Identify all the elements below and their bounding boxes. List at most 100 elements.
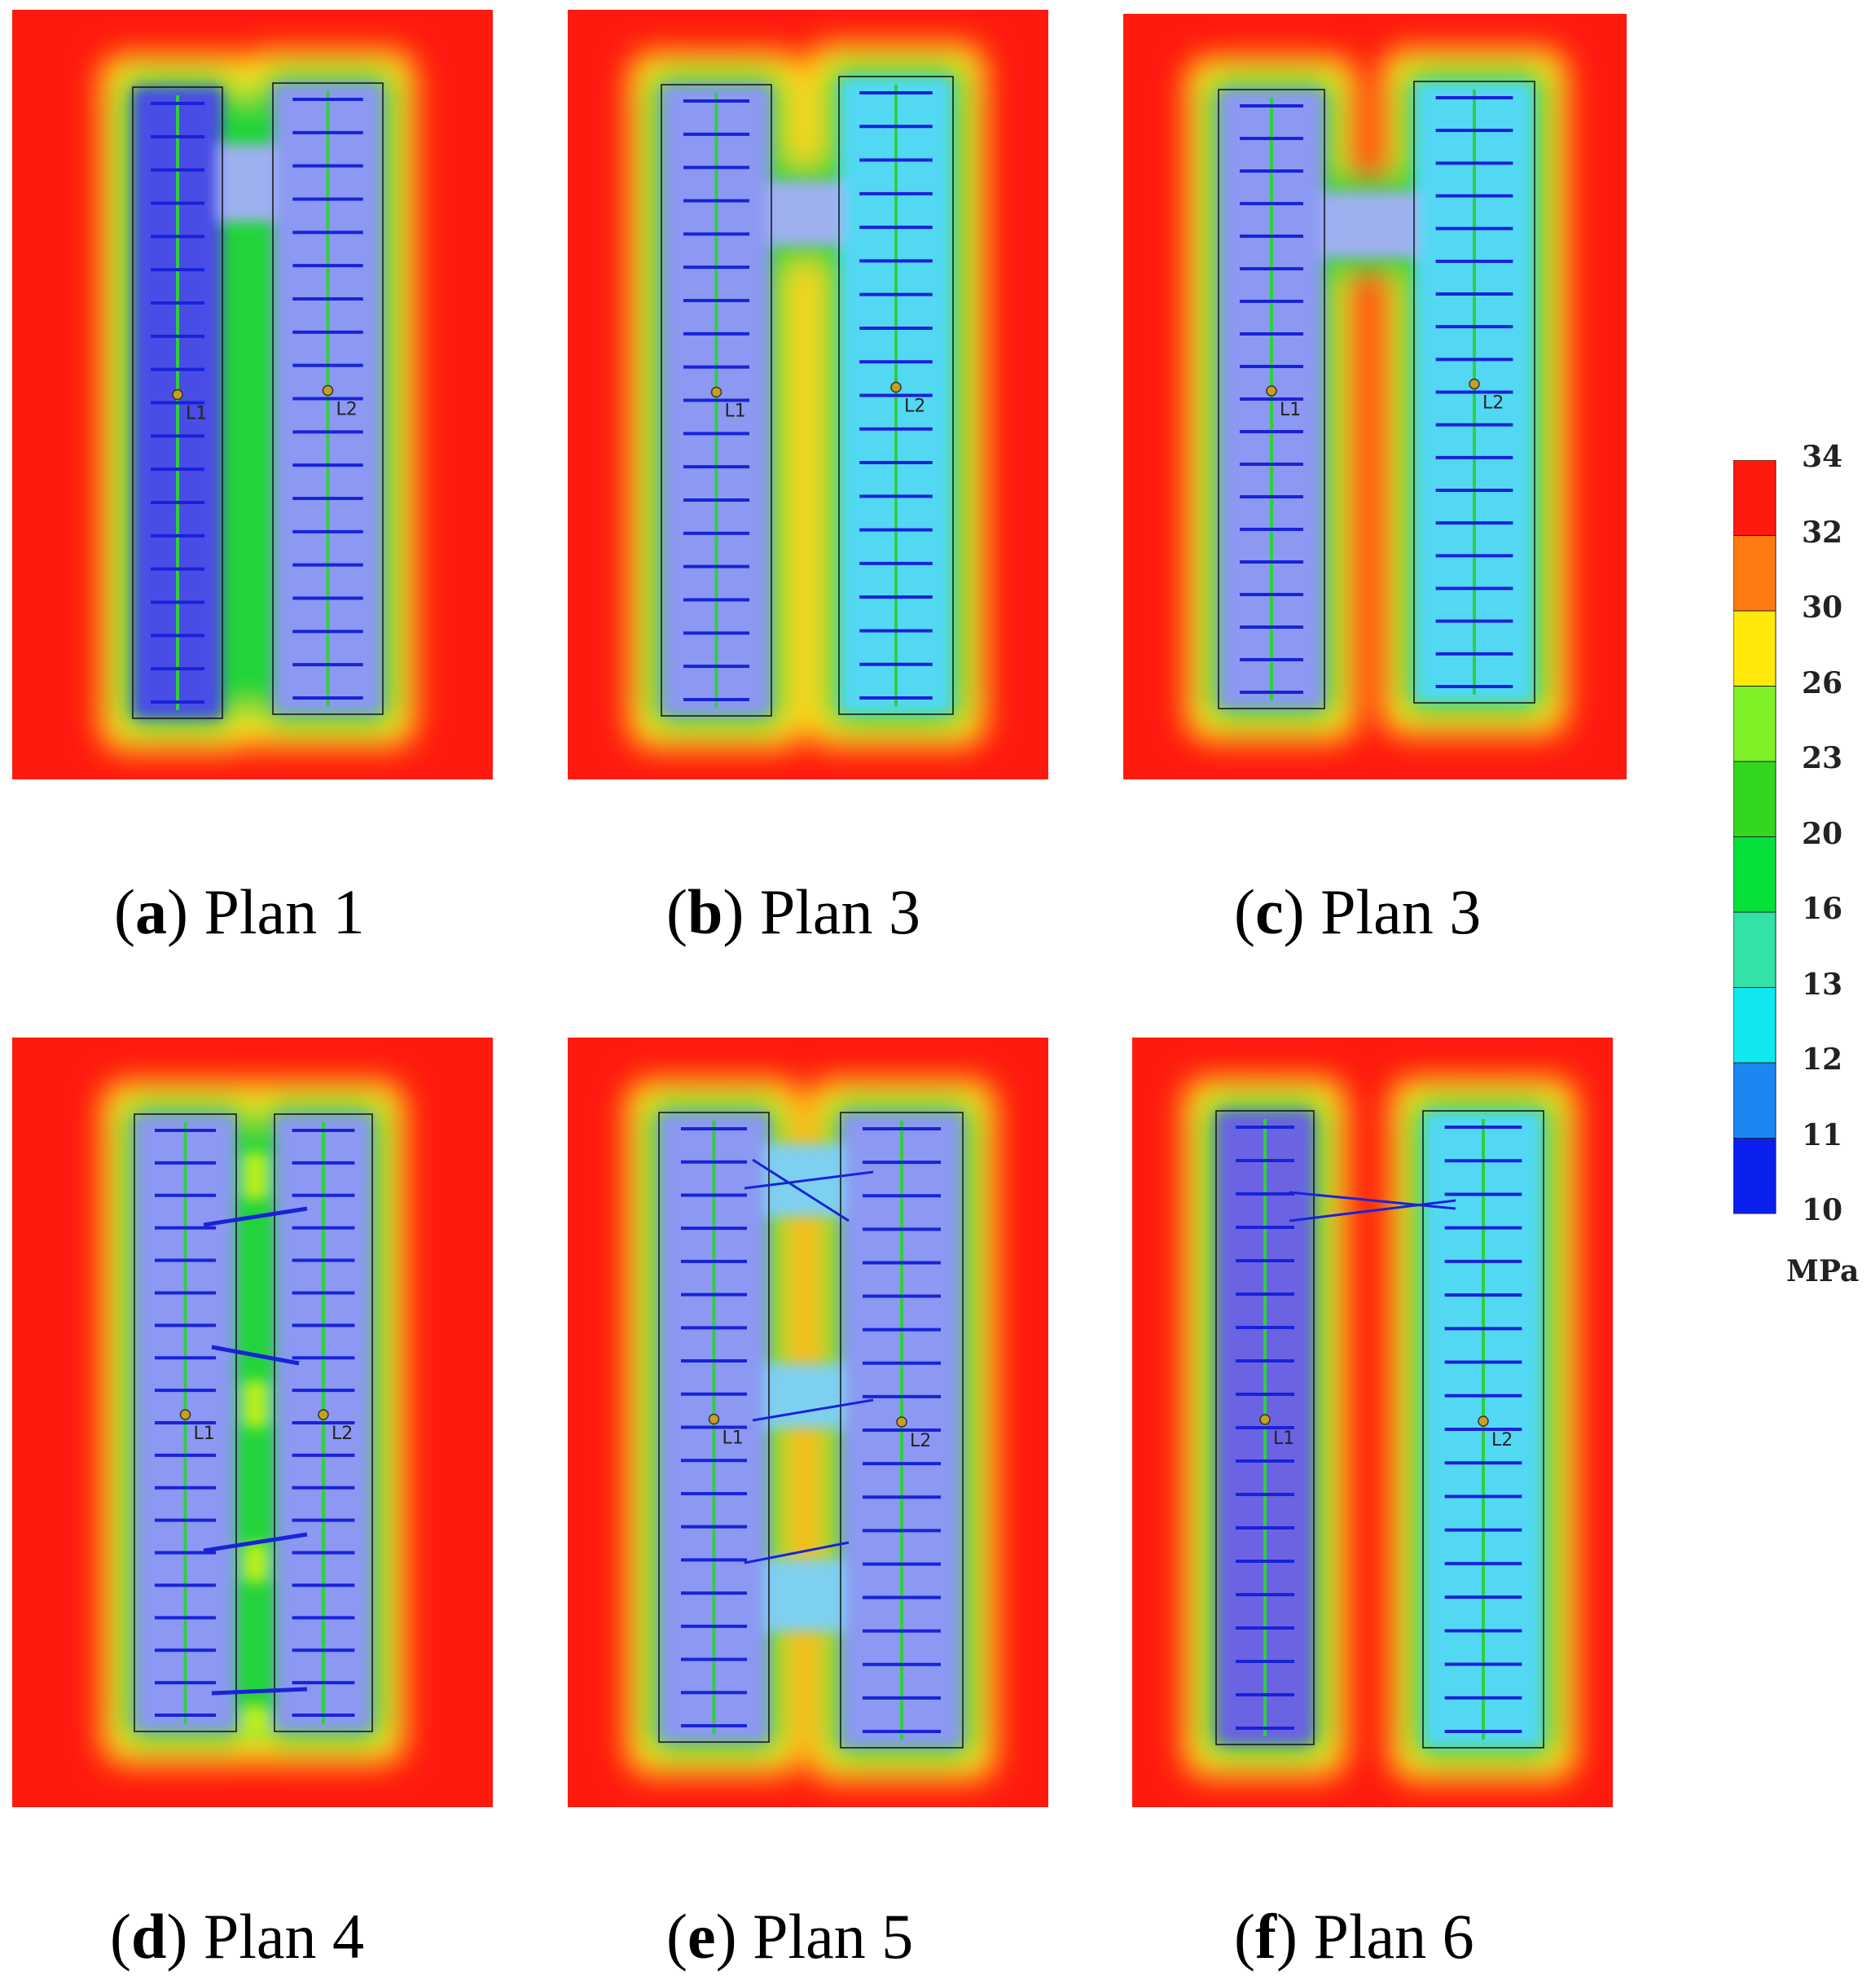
zone-l1-outline (1215, 1110, 1315, 1745)
well-label-l1: L1 (186, 404, 207, 424)
caption-f: (f) Plan 6 (1234, 1900, 1474, 1973)
caption-letter: e (687, 1901, 716, 1972)
well-marker-l2 (1469, 378, 1480, 390)
zone-l1-outline (132, 86, 223, 719)
caption-a: (a) Plan 1 (114, 876, 365, 949)
well-marker-l1 (710, 386, 722, 398)
connecting-fracture (203, 1532, 308, 1553)
colorbar-tick-label: 13 (1802, 967, 1843, 1002)
caption-text: Plan 5 (736, 1901, 914, 1972)
colorbar-tick-label: 16 (1802, 892, 1843, 926)
stress-map-b: L1 L2 (568, 10, 1048, 779)
bridge-zone (767, 181, 843, 246)
connecting-fracture (744, 1541, 850, 1565)
connecting-fracture (203, 1206, 308, 1227)
panel-f: L1 L2 (1132, 1038, 1613, 1807)
zone-l1-outline (134, 1113, 237, 1732)
bridge-zone (765, 1559, 845, 1632)
connecting-fracture (744, 1170, 874, 1190)
zone-l1-outline (658, 1112, 770, 1743)
panel-c: L1 L2 (1123, 14, 1627, 779)
caption-text: Plan 3 (1304, 876, 1482, 947)
colorbar-segment (1733, 836, 1777, 913)
well-label-l1: L1 (194, 1424, 215, 1444)
caption-open-paren: ( (666, 1901, 687, 1972)
inter-well-island (243, 1152, 268, 1200)
caption-letter: a (134, 876, 167, 947)
zone-l2-outline (840, 1112, 964, 1749)
colorbar-tick-label: 34 (1802, 440, 1843, 474)
colorbar-segment (1733, 761, 1777, 837)
well-label-l2: L2 (910, 1431, 931, 1451)
inter-well-island (243, 1543, 268, 1583)
well-marker-l2 (1478, 1415, 1489, 1427)
colorbar (1733, 459, 1777, 1214)
connecting-fracture (1289, 1199, 1456, 1222)
caption-text: Plan 1 (187, 876, 365, 947)
panel-d: L1 L2 (12, 1038, 493, 1807)
inter-well-island (243, 1380, 268, 1428)
caption-close-paren: ) (1283, 876, 1305, 947)
caption-open-paren: ( (110, 1901, 131, 1972)
zone-l1-outline (1218, 89, 1325, 709)
caption-b: (b) Plan 3 (666, 876, 920, 949)
colorbar-segment (1733, 1062, 1777, 1139)
panel-a: L1 L2 (12, 10, 493, 779)
zone-l1-outline (661, 84, 772, 717)
zone-l2-outline (272, 82, 384, 715)
colorbar-segment (1733, 459, 1777, 536)
well-marker-l1 (708, 1413, 720, 1425)
well-marker-l1 (172, 388, 183, 401)
zone-l2-outline (274, 1113, 373, 1732)
colorbar-tick-label: 10 (1802, 1193, 1843, 1227)
colorbar-segment (1733, 911, 1777, 988)
stress-map-d: L1 L2 (12, 1038, 493, 1807)
colorbar-segment (1733, 1138, 1777, 1214)
stress-map-e: L1 L2 (568, 1038, 1048, 1807)
connecting-fracture (211, 1345, 300, 1366)
well-marker-l2 (896, 1416, 907, 1428)
well-label-l2: L2 (904, 397, 925, 417)
colorbar-segment (1733, 610, 1777, 687)
well-label-l2: L2 (1491, 1430, 1513, 1450)
pressure-colorbar-legend (1733, 459, 1782, 1226)
well-label-l1: L1 (722, 1428, 744, 1449)
caption-open-paren: ( (666, 876, 687, 947)
caption-close-paren: ) (1276, 1901, 1298, 1972)
zone-l2-outline (838, 76, 954, 715)
caption-open-paren: ( (1234, 876, 1255, 947)
bridge-zone (765, 1363, 845, 1428)
colorbar-tick-label: 32 (1802, 515, 1843, 550)
caption-close-paren: ) (715, 1901, 737, 1972)
stress-map-c: L1 L2 (1123, 14, 1627, 779)
caption-text: Plan 6 (1297, 1901, 1474, 1972)
caption-d: (d) Plan 4 (110, 1900, 364, 1973)
connecting-fracture (1289, 1191, 1456, 1210)
well-label-l2: L2 (336, 400, 358, 420)
well-label-l2: L2 (1482, 393, 1504, 414)
connecting-fracture (752, 1158, 850, 1222)
colorbar-segment (1733, 987, 1777, 1064)
caption-e: (e) Plan 5 (666, 1900, 913, 1973)
connecting-fracture (211, 1687, 308, 1696)
well-marker-l2 (318, 1409, 329, 1420)
colorbar-segment (1733, 686, 1777, 762)
well-marker-l2 (322, 384, 334, 397)
zone-l2-outline (1422, 1110, 1544, 1749)
colorbar-tick-label: 12 (1802, 1042, 1843, 1077)
caption-close-paren: ) (722, 876, 744, 947)
caption-letter: f (1254, 1901, 1276, 1972)
connecting-fracture (752, 1398, 874, 1422)
caption-open-paren: ( (1234, 1901, 1255, 1972)
panel-e: L1 L2 (568, 1038, 1048, 1807)
caption-letter: c (1254, 876, 1284, 947)
well-label-l2: L2 (332, 1424, 353, 1444)
colorbar-unit: MPa (1786, 1254, 1860, 1288)
caption-letter: b (687, 876, 723, 947)
well-marker-l2 (890, 381, 902, 393)
caption-close-paren: ) (166, 1901, 188, 1972)
well-marker-l1 (1259, 1414, 1271, 1425)
well-label-l1: L1 (1280, 400, 1301, 420)
caption-c: (c) Plan 3 (1234, 876, 1481, 949)
caption-open-paren: ( (114, 876, 135, 947)
